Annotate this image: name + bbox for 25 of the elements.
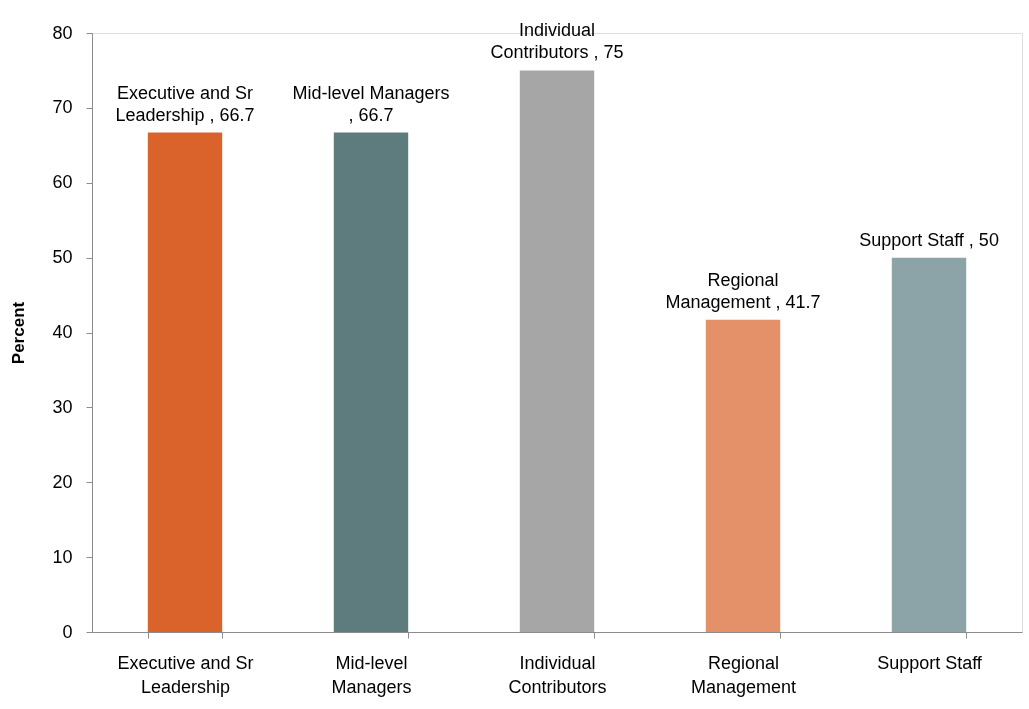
data-label: Regional Management , 41.7 [665,269,821,312]
data-label: Individual Contributors , 75 [490,20,624,63]
y-tick-label: 80 [52,22,73,43]
bar [891,257,967,632]
data-label: Support Staff , 50 [859,229,999,250]
y-tick-label: 40 [52,322,73,342]
y-tick-label: 10 [52,546,73,567]
y-tick-label: 20 [52,471,73,492]
x-tick-label: Regional Management [690,652,797,697]
y-tick-label: 50 [52,247,73,268]
bar [147,132,223,632]
y-tick-label: 60 [52,172,73,193]
x-tick-label: Support Staff [877,652,983,673]
y-tick-label: 0 [62,621,73,642]
y-tick-label: 30 [52,396,73,417]
data-label: Executive and Sr Leadership , 66.7 [115,82,255,125]
bar [333,132,409,632]
y-axis-title: Percent [9,301,29,365]
x-tick-label: Individual Contributors [508,652,607,697]
data-label: Mid-level Managers , 66.7 [292,82,450,125]
bar [519,70,595,632]
y-tick-label: 70 [52,97,73,118]
x-tick-label: Mid-level Managers [331,652,412,697]
bar [705,319,781,632]
x-tick-label: Executive and Sr Leadership [117,652,254,697]
